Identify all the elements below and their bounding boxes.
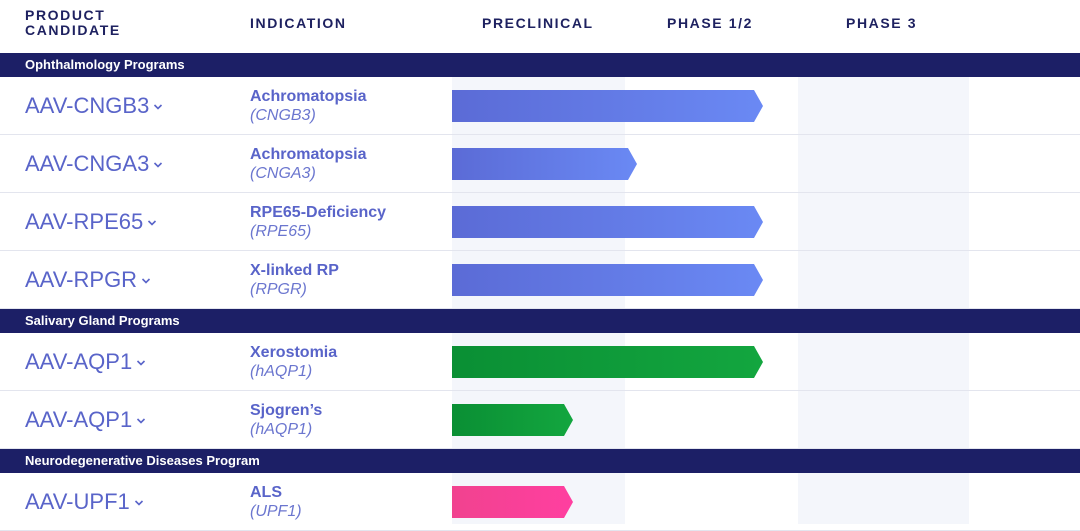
- candidate-toggle[interactable]: AAV-CNGB3: [25, 93, 163, 119]
- progress-bar-shape: [452, 486, 573, 518]
- progress-bar: [452, 148, 637, 180]
- indication-name: ALS: [250, 484, 282, 501]
- header-phase-3: PHASE 3: [846, 15, 918, 31]
- indication-gene: (CNGB3): [250, 107, 316, 124]
- candidate-toggle[interactable]: AAV-RPGR: [25, 267, 151, 293]
- progress-bar-shape: [452, 90, 763, 122]
- candidate-name: AAV-CNGB3: [25, 93, 150, 118]
- chevron-down-icon: [134, 500, 143, 506]
- indication-name: Sjogren’s: [250, 402, 323, 419]
- chevron-down-icon: [141, 278, 151, 284]
- header-indication: INDICATION: [250, 15, 347, 31]
- pipeline-row: AAV-RPGR X-linked RP (RPGR): [0, 251, 1080, 309]
- candidate-toggle[interactable]: AAV-RPE65: [25, 209, 157, 235]
- indication-gene: (CNGA3): [250, 165, 316, 182]
- indication-cell: ALS (UPF1): [250, 483, 440, 521]
- indication-gene: (RPGR): [250, 281, 307, 298]
- header-preclinical: PRECLINICAL: [482, 15, 594, 31]
- indication-cell: X-linked RP (RPGR): [250, 261, 440, 299]
- candidate-name: AAV-CNGA3: [25, 151, 150, 176]
- group-band: Ophthalmology Programs: [0, 53, 1080, 77]
- progress-bar: [452, 206, 763, 238]
- pipeline-row: AAV-CNGA3 Achromatopsia (CNGA3): [0, 135, 1080, 193]
- candidate-name: AAV-RPGR: [25, 267, 138, 292]
- indication-cell: Sjogren’s (hAQP1): [250, 401, 440, 439]
- pipeline-row: AAV-RPE65 RPE65-Deficiency (RPE65): [0, 193, 1080, 251]
- candidate-toggle[interactable]: AAV-AQP1: [25, 349, 146, 375]
- indication-name: X-linked RP: [250, 262, 339, 279]
- progress-bar: [452, 346, 763, 378]
- group-band: Salivary Gland Programs: [0, 309, 1080, 333]
- chevron-down-icon: [137, 360, 146, 366]
- progress-bar-shape: [452, 404, 573, 436]
- candidate-name: AAV-AQP1: [25, 407, 133, 432]
- progress-bar: [452, 264, 763, 296]
- pipeline-row: AAV-UPF1 ALS (UPF1): [0, 473, 1080, 531]
- indication-cell: Xerostomia (hAQP1): [250, 343, 440, 381]
- indication-name: Achromatopsia: [250, 88, 367, 105]
- indication-gene: (hAQP1): [250, 363, 313, 380]
- pipeline-row: AAV-CNGB3 Achromatopsia (CNGB3): [0, 77, 1080, 135]
- chevron-down-icon: [154, 162, 163, 168]
- progress-bar-shape: [452, 346, 763, 378]
- candidate-toggle[interactable]: AAV-UPF1: [25, 489, 144, 515]
- indication-gene: (hAQP1): [250, 421, 313, 438]
- pipeline-row: AAV-AQP1 Sjogren’s (hAQP1): [0, 391, 1080, 449]
- header-phase-1-2: PHASE 1/2: [667, 15, 753, 31]
- candidate-name: AAV-RPE65: [25, 209, 144, 234]
- candidate-name: AAV-UPF1: [25, 489, 130, 514]
- indication-cell: Achromatopsia (CNGA3): [250, 145, 440, 183]
- progress-bar: [452, 90, 763, 122]
- indication-name: RPE65-Deficiency: [250, 204, 387, 221]
- candidate-toggle[interactable]: AAV-AQP1: [25, 407, 146, 433]
- progress-bar: [452, 486, 573, 518]
- progress-bar-shape: [452, 148, 637, 180]
- indication-name: Achromatopsia: [250, 146, 367, 163]
- progress-bar: [452, 404, 573, 436]
- chevron-down-icon: [154, 104, 163, 110]
- progress-bar-shape: [452, 264, 763, 296]
- progress-bar-shape: [452, 206, 763, 238]
- indication-gene: (RPE65): [250, 223, 312, 240]
- candidate-name: AAV-AQP1: [25, 349, 133, 374]
- indication-gene: (UPF1): [250, 503, 302, 520]
- indication-name: Xerostomia: [250, 344, 338, 361]
- chevron-down-icon: [148, 220, 157, 226]
- candidate-toggle[interactable]: AAV-CNGA3: [25, 151, 163, 177]
- chevron-down-icon: [137, 418, 146, 424]
- indication-cell: Achromatopsia (CNGB3): [250, 87, 440, 125]
- pipeline-row: AAV-AQP1 Xerostomia (hAQP1): [0, 333, 1080, 391]
- indication-cell: RPE65-Deficiency (RPE65): [250, 203, 440, 241]
- group-band: Neurodegenerative Diseases Program: [0, 449, 1080, 473]
- header-product-candidate: PRODUCT CANDIDATE: [25, 7, 121, 38]
